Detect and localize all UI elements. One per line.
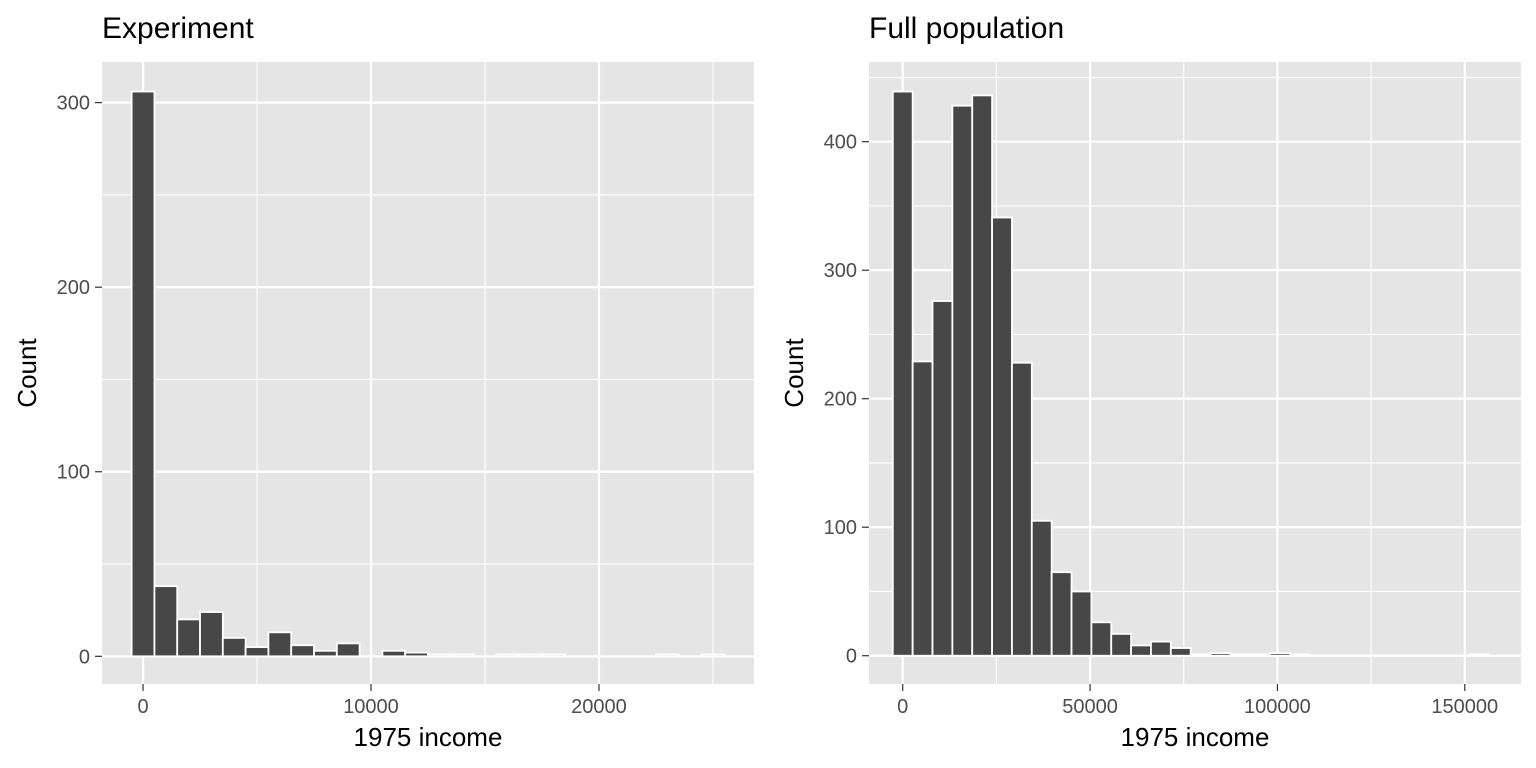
histogram-bar [1150, 640, 1172, 657]
histogram-bar [130, 90, 156, 658]
histogram-bar [244, 646, 270, 658]
histogram-bar [495, 653, 521, 658]
histogram-bar [176, 618, 201, 658]
x-tick-label: 50000 [1062, 696, 1118, 718]
y-axis-title: Count [12, 338, 42, 408]
histogram-bar [1011, 361, 1033, 657]
y-tick-label: 200 [57, 277, 90, 299]
histogram-bar [313, 649, 338, 658]
y-tick-label: 400 [824, 132, 857, 154]
histogram-bar [541, 653, 566, 658]
chart-panel-2: 0 100 200 300 400 0 50000 100000 150000 Full popu… [779, 12, 1521, 752]
histogram-bar [1130, 644, 1152, 657]
histogram-bar [931, 300, 954, 657]
histogram-bar [911, 360, 934, 657]
y-tick-label: 100 [57, 462, 90, 484]
histogram-bar [199, 611, 224, 658]
histogram-bar [427, 653, 452, 658]
y-tick-label: 300 [824, 260, 857, 282]
histogram-bar [1090, 621, 1113, 657]
y-tick-label: 100 [824, 517, 857, 539]
chart-title: Full population [869, 12, 1064, 45]
histogram-bar [655, 653, 680, 658]
histogram-bar [1169, 647, 1192, 657]
x-axis-title: 1975 income [354, 722, 503, 752]
y-tick-label: 200 [824, 389, 857, 411]
histogram-bar [991, 216, 1013, 657]
histogram-bar [1070, 590, 1093, 657]
histogram-bar [449, 653, 475, 658]
x-tick-label: 20000 [571, 696, 627, 718]
plot-background [102, 62, 754, 684]
histogram-bar [1229, 653, 1252, 657]
x-tick-label: 0 [897, 696, 908, 718]
histogram-bar [404, 651, 429, 658]
histogram-bar [381, 649, 407, 658]
x-tick-label: 150000 [1431, 696, 1498, 718]
histogram-bar [1030, 519, 1053, 657]
histogram-bar [951, 104, 974, 657]
histogram-bar [1209, 652, 1232, 657]
x-tick-label: 100000 [1244, 696, 1311, 718]
histogram-bar [335, 642, 361, 658]
histogram-bar [1249, 653, 1272, 657]
chart-title: Experiment [102, 12, 254, 45]
y-tick-label: 300 [57, 93, 90, 115]
y-tick-label: 0 [846, 646, 857, 668]
histogram-bar [267, 631, 293, 658]
histogram-bar [153, 585, 179, 658]
histogram-bar [1110, 632, 1133, 657]
histogram-bar [971, 94, 993, 657]
histogram-bar [891, 90, 914, 657]
y-axis-title: Count [779, 338, 809, 408]
histogram-bar [700, 653, 726, 658]
x-tick-label: 0 [137, 696, 148, 718]
x-axis-title: 1975 income [1121, 722, 1270, 752]
histogram-bar [518, 653, 543, 658]
histogram-bar [1289, 653, 1311, 657]
histogram-bar [1269, 652, 1291, 657]
histogram-bar [221, 636, 247, 658]
histogram-bar [1189, 653, 1212, 657]
chart-panel-1: 0 100 200 300 0 10000 20000 Experiment 1975 inco… [12, 12, 754, 752]
histogram-bar [1467, 653, 1490, 657]
histogram-bar [290, 644, 315, 658]
histogram-bar [1050, 571, 1073, 657]
x-tick-label: 10000 [343, 696, 399, 718]
y-tick-label: 0 [79, 646, 90, 668]
